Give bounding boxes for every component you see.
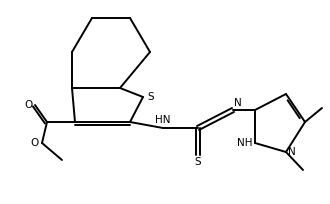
Text: HN: HN <box>155 115 171 125</box>
Text: S: S <box>147 92 154 102</box>
Text: NH: NH <box>237 138 252 148</box>
Text: N: N <box>288 147 296 157</box>
Text: O: O <box>25 100 33 110</box>
Text: O: O <box>31 138 39 148</box>
Text: N: N <box>234 98 242 108</box>
Text: S: S <box>195 157 201 167</box>
